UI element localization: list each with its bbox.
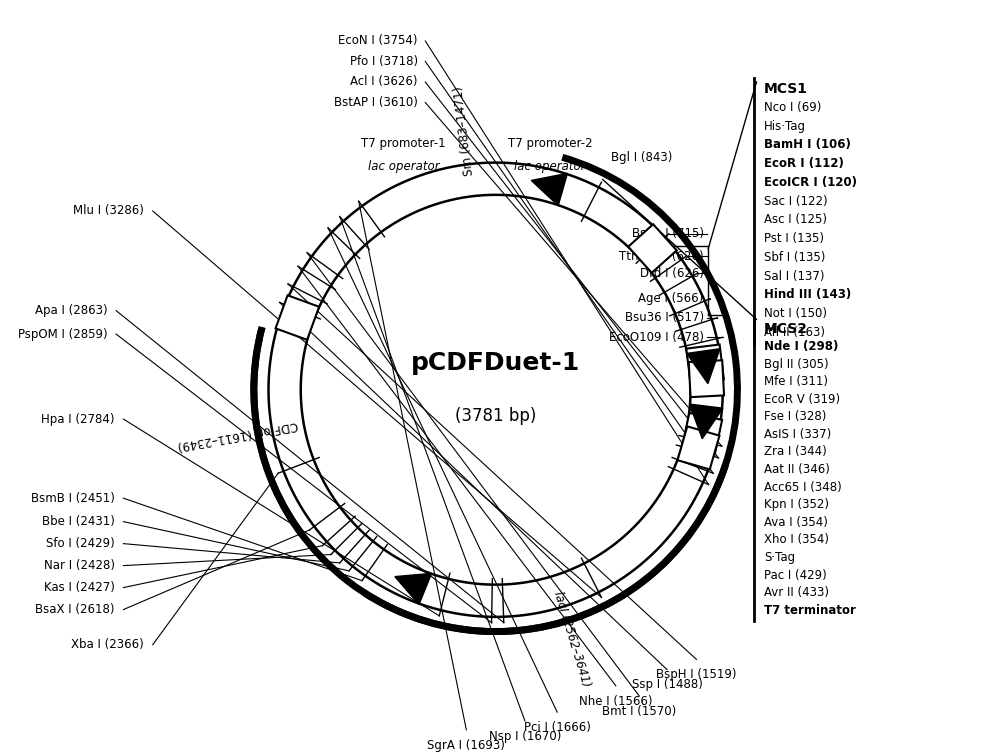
Text: Avr II (433): Avr II (433) [764,586,829,599]
Text: Apa I (2863): Apa I (2863) [35,304,107,317]
Text: Xho I (354): Xho I (354) [764,533,829,547]
Text: Drd I (626): Drd I (626) [640,267,704,280]
Text: Asc I (125): Asc I (125) [764,214,827,226]
Text: His·Tag: His·Tag [764,120,806,132]
Text: MCS1: MCS1 [764,82,808,96]
Text: Age I (566): Age I (566) [638,293,704,305]
Text: Sbf I (135): Sbf I (135) [764,251,825,264]
Text: Mlu I (3286): Mlu I (3286) [73,205,144,217]
Text: Not I (150): Not I (150) [764,307,827,320]
Text: Kas I (2427): Kas I (2427) [44,581,115,594]
Text: lacI (2562–3641): lacI (2562–3641) [551,590,593,689]
Text: Sm (683–1471): Sm (683–1471) [452,86,476,176]
Text: CDF ori (1611–2349): CDF ori (1611–2349) [176,418,299,452]
Text: S·Tag: S·Tag [764,551,795,564]
Text: Hpa I (2784): Hpa I (2784) [41,413,115,426]
Text: T7 promoter-2: T7 promoter-2 [508,137,592,150]
Text: Bbe I (2431): Bbe I (2431) [42,515,115,528]
Text: Nsp I (1670): Nsp I (1670) [489,729,561,743]
Text: Pfo I (3718): Pfo I (3718) [350,55,418,68]
Text: BstAP I (3610): BstAP I (3610) [334,96,418,109]
Text: SgrA I (1693): SgrA I (1693) [427,738,505,751]
Text: EcoO109 I (478): EcoO109 I (478) [609,331,704,344]
Text: EcoR V (319): EcoR V (319) [764,393,840,405]
Polygon shape [276,296,319,340]
Text: Acc65 I (348): Acc65 I (348) [764,481,842,493]
Polygon shape [682,413,722,454]
Text: Sal I (137): Sal I (137) [764,269,824,283]
Text: Bsu36 I (517): Bsu36 I (517) [625,311,704,324]
Text: Sfo I (2429): Sfo I (2429) [46,537,115,550]
Text: Bmt I (1570): Bmt I (1570) [602,705,676,718]
Text: MCS2: MCS2 [764,323,808,336]
Text: BspH I (1519): BspH I (1519) [656,669,737,681]
Polygon shape [678,426,719,469]
Polygon shape [689,360,724,397]
Polygon shape [687,349,720,384]
Text: AsIS I (337): AsIS I (337) [764,428,831,441]
Text: Xba I (2366): Xba I (2366) [71,638,144,651]
Text: (3781 bp): (3781 bp) [455,407,536,425]
Polygon shape [628,224,677,273]
Text: Nco I (69): Nco I (69) [764,101,821,114]
Text: Tth111 I (626): Tth111 I (626) [619,250,704,262]
Text: Bgl I (843): Bgl I (843) [611,151,672,165]
Text: Pac I (429): Pac I (429) [764,569,827,581]
Text: Kpn I (352): Kpn I (352) [764,498,829,511]
Text: Hind III (143): Hind III (143) [764,288,851,302]
Text: Afl II (163): Afl II (163) [764,326,825,339]
Text: Nde I (298): Nde I (298) [764,340,838,353]
Text: BamH I (106): BamH I (106) [764,138,851,151]
Text: Pci I (1666): Pci I (1666) [524,721,591,734]
Polygon shape [690,404,723,438]
Text: Ssp I (1488): Ssp I (1488) [632,678,703,691]
Text: Nhe I (1566): Nhe I (1566) [579,695,653,708]
Text: Aat II (346): Aat II (346) [764,463,830,476]
Text: Sac I (122): Sac I (122) [764,195,827,208]
Text: Pst I (135): Pst I (135) [764,232,824,245]
Text: BsaX I (2618): BsaX I (2618) [35,603,115,616]
Text: Ava I (354): Ava I (354) [764,516,828,529]
Text: Bgl II (305): Bgl II (305) [764,357,828,371]
Polygon shape [395,573,432,605]
Text: pCDFDuet-1: pCDFDuet-1 [411,351,580,375]
Text: Mfe I (311): Mfe I (311) [764,375,828,388]
Polygon shape [531,174,567,205]
Text: Nar I (2428): Nar I (2428) [44,559,115,572]
Text: Acl I (3626): Acl I (3626) [350,75,418,89]
Text: BsmB I (2451): BsmB I (2451) [31,492,115,505]
Text: Zra I (344): Zra I (344) [764,445,827,459]
Text: EcoR I (112): EcoR I (112) [764,157,844,170]
Text: BsaA I (715): BsaA I (715) [632,227,704,241]
Text: T7 promoter-1: T7 promoter-1 [361,137,446,150]
Polygon shape [686,344,724,384]
Text: EcoICR I (120): EcoICR I (120) [764,176,857,189]
Text: lac operator: lac operator [368,160,439,174]
Text: Fse I (328): Fse I (328) [764,411,826,423]
Text: lac operator: lac operator [514,160,586,174]
Text: EcoN I (3754): EcoN I (3754) [338,35,418,47]
Text: PspOM I (2859): PspOM I (2859) [18,328,107,341]
Text: T7 terminator: T7 terminator [764,604,856,617]
